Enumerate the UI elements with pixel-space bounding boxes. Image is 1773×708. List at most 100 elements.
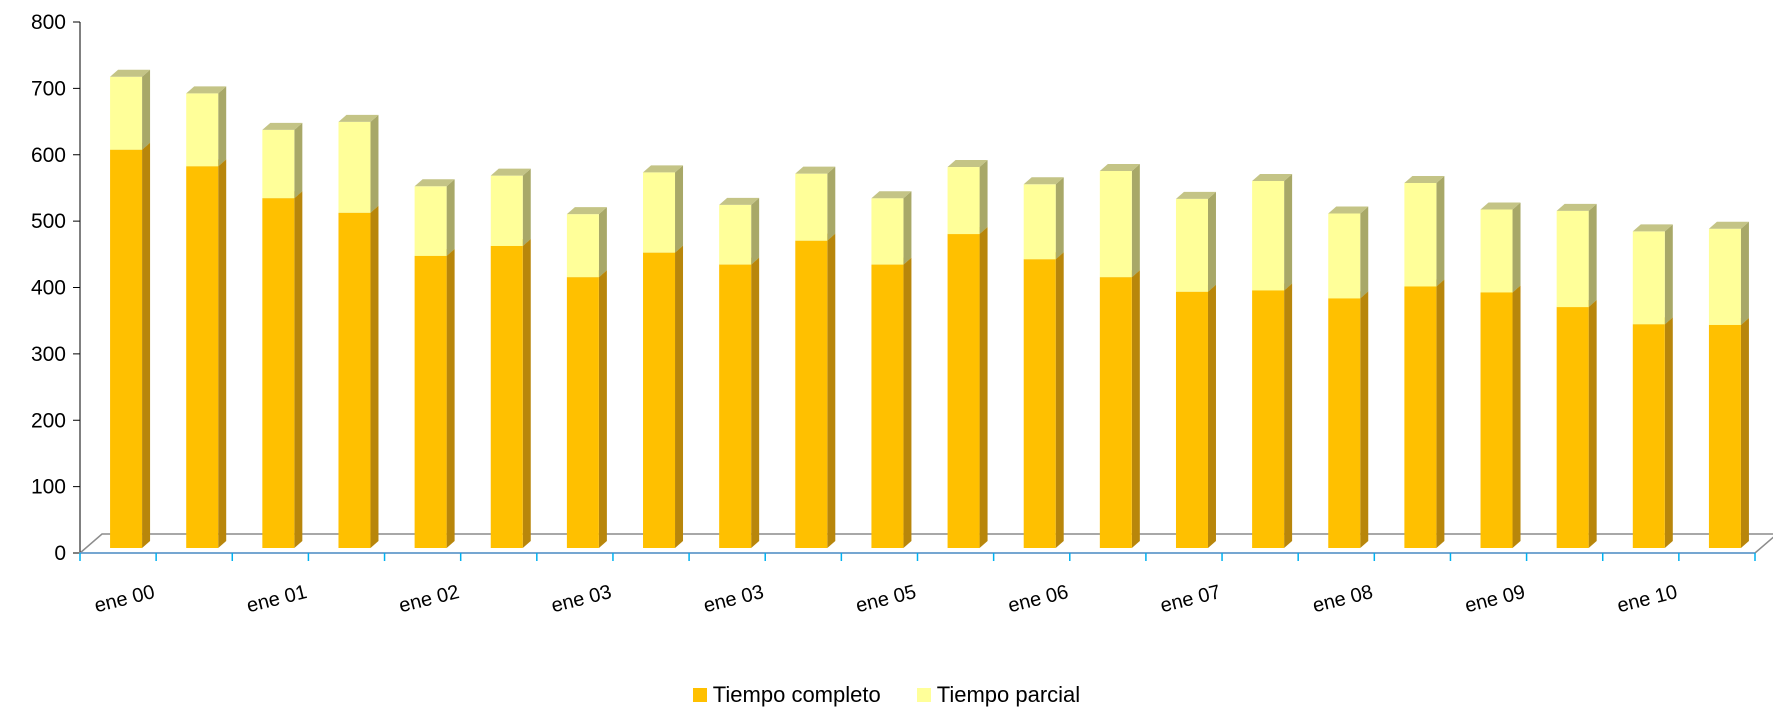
bar-tiempo-completo-side — [1131, 270, 1140, 548]
bar-tiempo-parcial-side — [1055, 177, 1064, 260]
bar-tiempo-parcial-top — [262, 122, 303, 130]
bar-tiempo-completo — [1175, 291, 1208, 548]
y-tick-label: 600 — [31, 144, 66, 167]
bar-tiempo-parcial — [338, 121, 371, 213]
bar-tiempo-completo-side — [522, 238, 531, 548]
bar-tiempo-completo-side — [751, 257, 760, 548]
x-tick-label: ene 05 — [854, 581, 919, 617]
bar-tiempo-completo — [110, 149, 143, 548]
bar-tiempo-parcial — [1556, 210, 1589, 308]
bar-tiempo-completo — [1404, 286, 1437, 548]
bar-tiempo-parcial-side — [142, 69, 151, 150]
bar-tiempo-completo-side — [218, 159, 227, 548]
bar-tiempo-parcial-side — [598, 207, 607, 278]
bar-tiempo-parcial-side — [1284, 173, 1293, 291]
bar-tiempo-parcial-top — [1404, 175, 1445, 183]
bar-group — [414, 179, 455, 548]
y-tick-label: 100 — [31, 476, 66, 499]
bar-tiempo-parcial — [262, 129, 295, 199]
bar-tiempo-completo — [1023, 259, 1056, 548]
bar-tiempo-completo-side — [1664, 317, 1673, 548]
bar-group — [1252, 173, 1293, 548]
bar-tiempo-completo — [1632, 324, 1665, 548]
bar-tiempo-parcial-top — [947, 160, 988, 168]
bar-tiempo-parcial — [719, 204, 752, 265]
bar-tiempo-parcial — [1328, 213, 1361, 299]
bar-tiempo-parcial-top — [1556, 203, 1597, 211]
y-axis: 0 100 200 300 400 500 600 700 800 — [31, 11, 81, 565]
bar-group — [490, 168, 531, 548]
bar-tiempo-parcial-side — [522, 168, 531, 246]
bar-tiempo-completo — [1328, 298, 1361, 548]
x-axis: ene 00 ene 01 ene 02 ene 03 ene 03 ene 05 ene … — [79, 552, 1756, 617]
legend-swatch-tiempo-parcial — [916, 688, 931, 702]
bar-tiempo-parcial — [1252, 180, 1285, 291]
bar-tiempo-completo-side — [1740, 317, 1749, 548]
bar-tiempo-parcial — [1404, 182, 1437, 287]
legend-item-tiempo-parcial: Tiempo parcial — [916, 682, 1081, 708]
bar-group — [1404, 175, 1445, 548]
bar-tiempo-parcial — [110, 76, 143, 150]
bar-tiempo-parcial-side — [1512, 202, 1521, 293]
bar-group — [947, 160, 988, 548]
bar-tiempo-completo — [414, 255, 447, 548]
bar-group — [1175, 191, 1216, 548]
x-tick-label: ene 01 — [245, 581, 310, 617]
bar-tiempo-completo-side — [370, 205, 379, 548]
bar-group — [1556, 203, 1597, 548]
bar-tiempo-parcial — [566, 214, 599, 278]
x-tick-label: ene 09 — [1463, 581, 1528, 617]
bar-tiempo-completo — [1556, 307, 1589, 548]
bar-group — [1099, 163, 1140, 548]
bar-tiempo-completo — [795, 240, 828, 548]
bar-group — [643, 165, 684, 548]
y-tick-label: 200 — [31, 409, 66, 432]
bar-tiempo-parcial — [643, 172, 676, 253]
x-tick-label: ene 03 — [549, 581, 614, 617]
bar-tiempo-parcial — [186, 93, 219, 167]
bar-tiempo-parcial-side — [751, 197, 760, 265]
bar-tiempo-parcial-top — [643, 165, 684, 173]
bar-tiempo-completo-side — [903, 257, 912, 548]
y-tick-label: 500 — [31, 210, 66, 233]
bar-tiempo-parcial-side — [1436, 175, 1445, 287]
bar-tiempo-completo-side — [446, 248, 455, 548]
bar-tiempo-parcial — [871, 198, 904, 265]
bar-group — [186, 86, 227, 548]
y-tick-label: 300 — [31, 343, 66, 366]
bar-group — [262, 122, 303, 549]
bar-tiempo-completo-side — [142, 142, 151, 548]
bar-tiempo-completo — [262, 198, 295, 549]
bar-tiempo-parcial-side — [1131, 163, 1140, 278]
bar-tiempo-completo — [1480, 292, 1513, 548]
x-tick-label: ene 06 — [1006, 581, 1071, 617]
y-tick-label: 0 — [54, 542, 66, 565]
bars — [110, 69, 1749, 549]
bar-tiempo-parcial — [490, 175, 523, 246]
y-tick-label: 700 — [31, 77, 66, 100]
bar-tiempo-parcial-top — [490, 168, 531, 176]
bar-tiempo-completo-side — [1588, 300, 1597, 548]
bar-tiempo-parcial-side — [1360, 206, 1369, 299]
bar-tiempo-parcial — [1708, 228, 1741, 325]
bar-group — [719, 197, 760, 548]
bar-tiempo-parcial-top — [1328, 206, 1369, 214]
y-tick-label: 800 — [31, 11, 66, 34]
bar-tiempo-parcial-top — [414, 179, 455, 187]
bar-group — [110, 69, 151, 548]
bar-tiempo-parcial-top — [1252, 173, 1293, 181]
bar-tiempo-parcial-side — [294, 122, 303, 199]
bar-tiempo-parcial — [1175, 198, 1208, 292]
bar-tiempo-completo — [871, 264, 904, 548]
bar-tiempo-completo-side — [827, 233, 836, 548]
bar-tiempo-completo-side — [294, 191, 303, 549]
bar-group — [566, 207, 607, 548]
bar-tiempo-parcial-side — [1588, 203, 1597, 308]
legend-label-tiempo-parcial: Tiempo parcial — [936, 682, 1081, 707]
bar-tiempo-parcial — [1099, 170, 1132, 278]
bar-group — [1708, 221, 1749, 548]
bar-tiempo-parcial-top — [1480, 202, 1521, 210]
bar-tiempo-parcial — [1480, 209, 1513, 293]
x-tick-label: ene 10 — [1615, 581, 1680, 617]
bar-tiempo-parcial — [1632, 231, 1665, 325]
